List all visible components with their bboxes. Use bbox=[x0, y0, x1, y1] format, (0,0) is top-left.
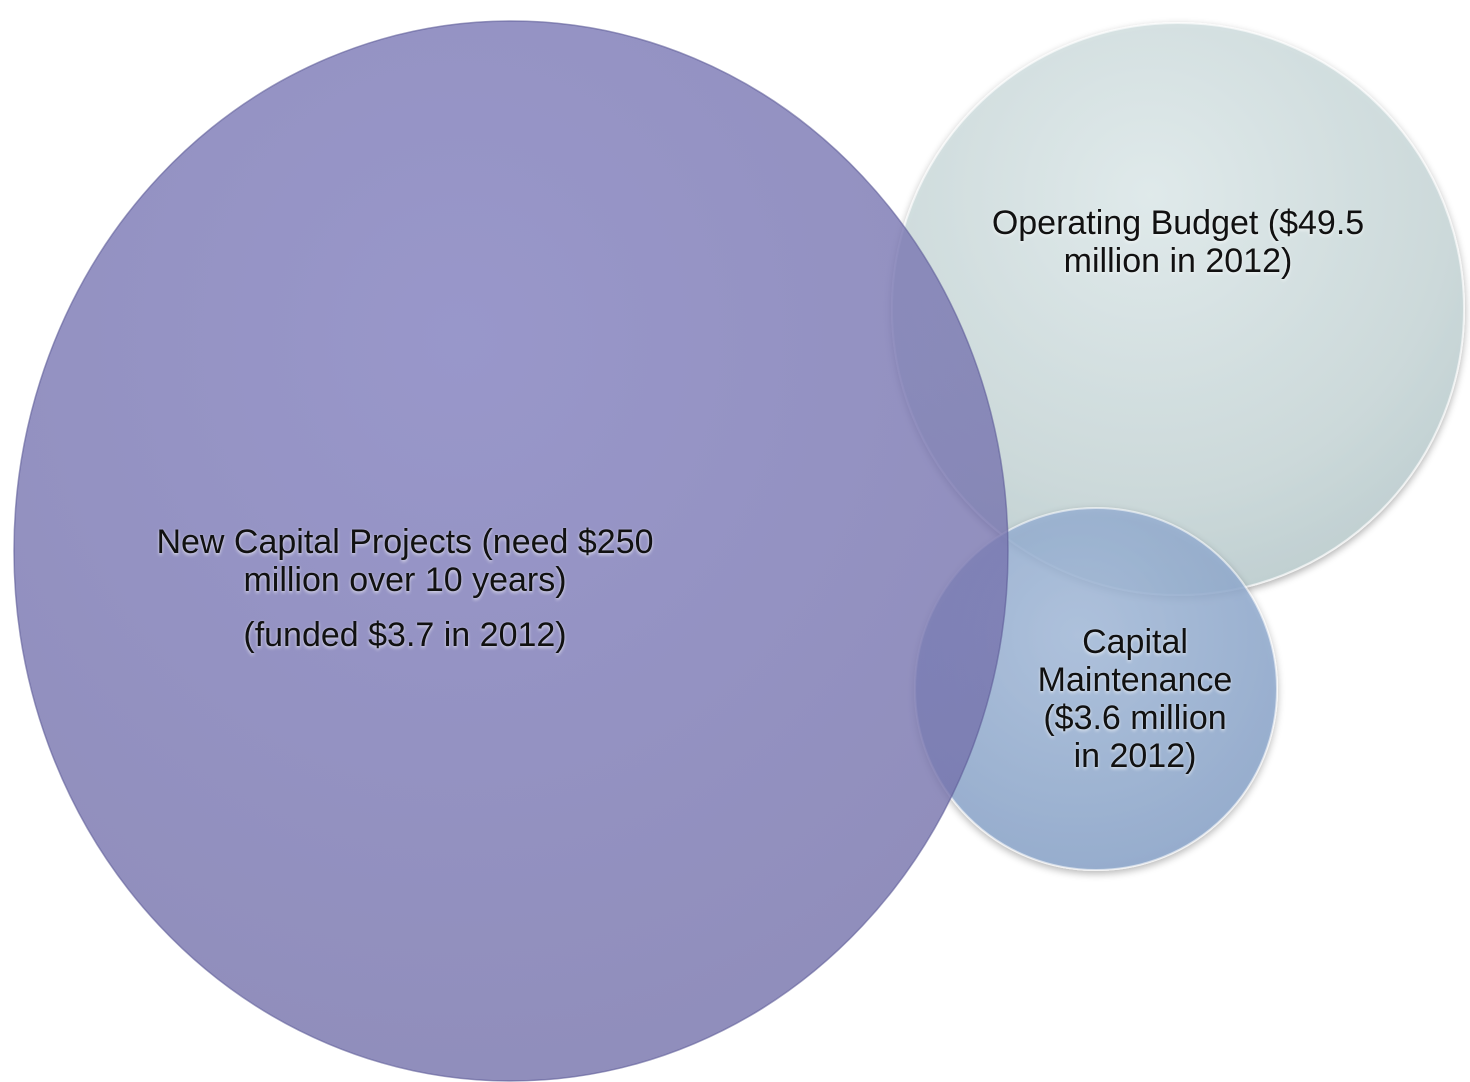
capital-maintenance-line-3: ($3.6 million bbox=[1043, 699, 1227, 737]
capital-maintenance-line-2: Maintenance bbox=[1037, 661, 1233, 699]
new-capital-projects-funded: (funded $3.7 in 2012) bbox=[243, 616, 567, 654]
capital-maintenance-label: Capital Maintenance ($3.6 million in 201… bbox=[995, 623, 1275, 775]
new-capital-projects-bubble bbox=[13, 20, 1009, 1082]
operating-budget-line-1: Operating Budget ($49.5 bbox=[991, 204, 1365, 242]
operating-budget-line-2: million in 2012) bbox=[1063, 242, 1293, 280]
capital-maintenance-line-4: in 2012) bbox=[1073, 737, 1197, 775]
new-capital-projects-label: New Capital Projects (need $250 million … bbox=[80, 523, 730, 654]
new-capital-projects-line-1: New Capital Projects (need $250 bbox=[156, 523, 654, 561]
new-capital-projects-line-2: million over 10 years) bbox=[243, 561, 567, 599]
capital-maintenance-line-1: Capital bbox=[1082, 623, 1188, 661]
operating-budget-label: Operating Budget ($49.5 million in 2012) bbox=[948, 204, 1408, 280]
